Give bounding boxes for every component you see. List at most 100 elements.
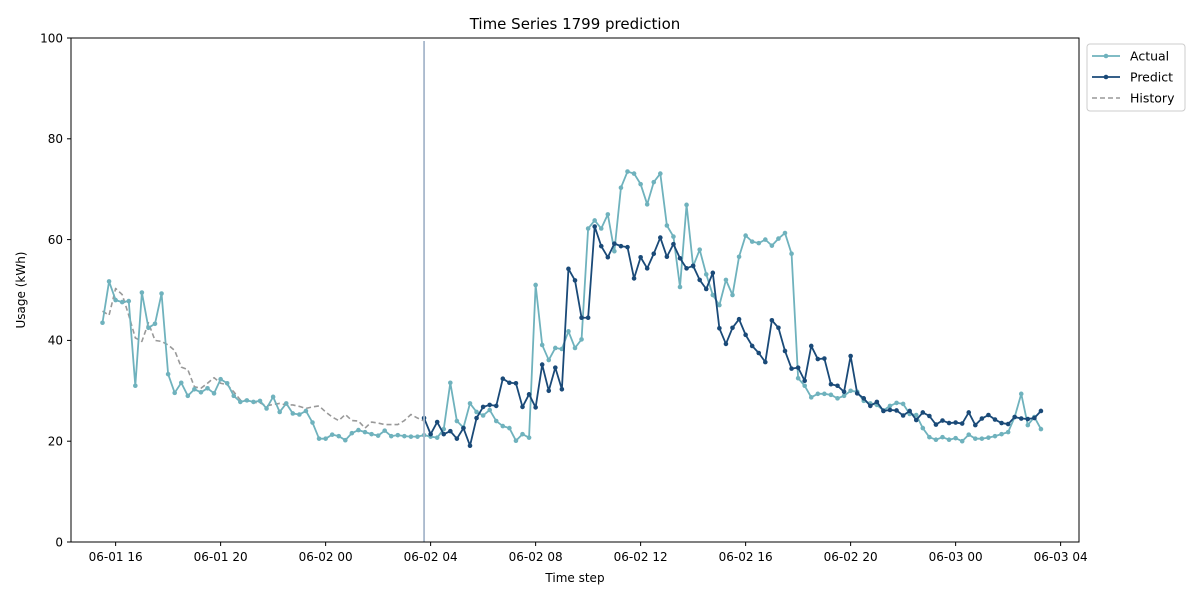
data-point-actual [579,337,584,342]
data-point-actual [513,438,519,444]
data-point-actual [329,432,335,437]
data-point-actual [493,418,499,424]
data-point-actual [205,385,210,391]
data-point-actual [487,407,492,413]
data-point-predict [861,396,867,401]
data-point-predict [493,403,499,409]
data-point-actual [802,383,807,389]
data-point-predict [828,381,834,387]
data-point-predict [441,431,447,437]
data-point-actual [986,435,991,440]
y-axis-label: Usage (kWh) [14,252,28,329]
y-tick-label: 60 [48,233,63,247]
data-point-actual [618,185,624,190]
data-point-predict [507,380,512,386]
data-point-actual [1005,429,1011,435]
data-point-actual [526,435,532,440]
data-point-actual [507,425,512,431]
data-point-actual [940,434,945,440]
data-point-actual [644,202,650,207]
data-point-predict [802,378,807,384]
data-point-actual [658,171,663,176]
legend-marker-actual [1103,53,1109,59]
data-point-actual [290,411,296,416]
data-point-predict [1038,408,1044,414]
data-point-actual [828,392,834,398]
data-point-predict [605,254,611,260]
data-point-actual [264,406,269,411]
data-point-actual [198,390,204,395]
data-point-predict [953,420,958,425]
data-point-actual [671,234,676,239]
data-point-actual [730,292,735,298]
data-point-predict [907,408,912,414]
data-point-actual [369,431,374,437]
data-point-predict [868,403,873,409]
data-point-predict [736,316,742,322]
data-point-predict [992,417,998,422]
data-point-actual [776,236,781,241]
data-point-predict [592,224,597,229]
data-point-actual [533,282,538,288]
data-point-predict [940,418,945,423]
data-point-predict [894,408,899,413]
data-point-actual [231,393,237,399]
data-point-actual [959,438,965,444]
legend: Actual Predict History [1086,43,1186,112]
data-point-predict [658,235,663,240]
data-point-actual [592,218,597,223]
data-point-actual [395,432,401,438]
data-point-predict [1025,416,1031,422]
data-point-predict [730,325,735,331]
data-point-actual [119,299,125,305]
data-point-actual [598,226,604,231]
data-point-actual [585,226,591,231]
legend-box [1086,43,1186,112]
data-point-predict [913,417,919,423]
data-point-actual [244,398,250,403]
data-point-actual [251,399,256,405]
data-point-predict [900,413,906,418]
data-point-predict [520,404,525,410]
data-point-predict [539,362,545,367]
data-point-actual [710,292,716,298]
data-point-predict [454,436,460,441]
x-tick-label: 06-02 20 [824,550,878,564]
data-point-actual [822,391,827,397]
data-point-actual [736,254,742,260]
data-point-actual [749,239,755,244]
data-point-predict [874,399,880,405]
data-point-actual [356,427,361,433]
legend-label-actual: Actual [1130,49,1169,64]
data-point-predict [979,416,985,421]
data-point-actual [808,395,814,400]
data-point-predict [434,419,440,425]
data-point-predict [671,241,676,247]
data-point-actual [900,401,906,407]
data-point-predict [815,356,821,362]
data-point-predict [644,266,650,271]
data-point-predict [566,266,571,272]
data-point-predict [756,350,762,356]
data-point-predict [841,389,847,395]
data-point-predict [684,266,689,271]
data-point-actual [480,413,486,418]
y-tick-label: 40 [48,334,63,348]
data-point-predict [612,241,617,246]
data-point-actual [612,248,617,254]
data-point-actual [789,251,794,257]
x-axis: 06-01 16 06-01 20 06-02 00 06-02 04 06-02 08… [89,542,1088,564]
data-point-predict [467,443,473,449]
data-point-actual [979,436,985,441]
data-point-actual [270,394,276,400]
data-point-actual [553,345,558,351]
data-point-predict [782,348,788,354]
data-point-actual [973,436,978,441]
data-point-actual [651,179,657,185]
data-point-actual [927,434,932,440]
data-point-predict [776,325,781,331]
data-point-predict [933,422,939,427]
data-point-predict [638,254,643,260]
data-point-predict [461,425,466,431]
data-point-predict [835,383,840,389]
